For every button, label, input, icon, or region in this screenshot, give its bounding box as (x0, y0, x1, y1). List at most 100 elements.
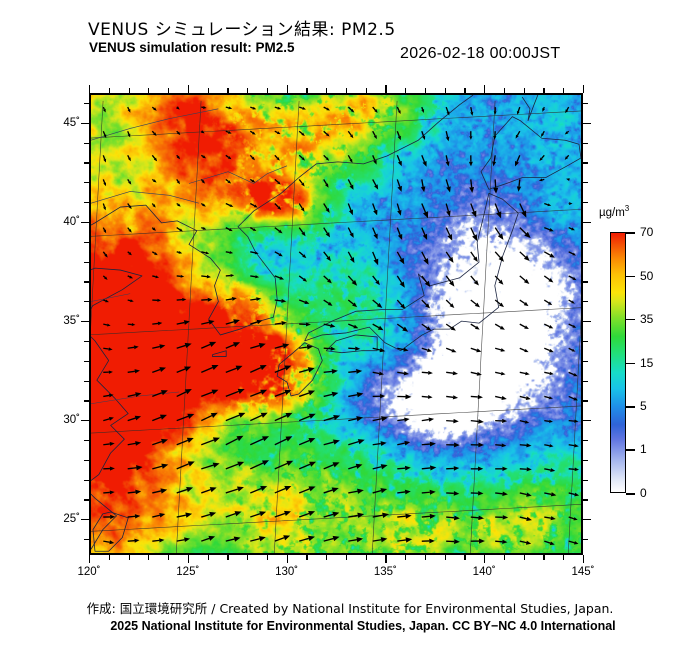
lat-tick-right-39 (583, 241, 588, 243)
lat-tick-right-40 (583, 221, 591, 224)
colorbar-tick-70 (626, 232, 635, 234)
lon-tick-top-132 (326, 88, 328, 93)
colorbar-value-35: 35 (640, 311, 654, 326)
lon-tick-141 (503, 555, 506, 560)
lat-axis-label-30: 30˚ (63, 414, 80, 427)
lon-tick-134 (365, 555, 367, 560)
lon-tick-140 (484, 555, 486, 563)
lat-tick-right-29 (583, 439, 588, 442)
lon-axis-label-140: 140˚ (472, 566, 496, 578)
lat-tick-right-44 (583, 142, 588, 144)
lon-axis-label-130: 130˚ (275, 566, 299, 578)
pm25-concentration-field (91, 95, 581, 553)
title-english: VENUS simulation result: PM2.5 (89, 40, 295, 55)
lat-tick-34 (84, 340, 89, 343)
footer-license-text: 2025 National Institute for Environmenta… (110, 619, 616, 633)
lon-tick-123 (148, 555, 150, 560)
lat-tick-43 (84, 162, 89, 164)
map-plot-area[interactable] (89, 93, 583, 555)
lat-tick-right-31 (583, 400, 588, 402)
lon-tick-top-131 (306, 88, 308, 93)
lat-tick-24 (84, 539, 89, 541)
lat-tick-38 (84, 261, 89, 263)
lat-tick-29 (84, 439, 89, 442)
colorbar-tick-5 (626, 406, 635, 408)
lon-tick-137 (424, 555, 427, 560)
lon-tick-top-136 (405, 88, 407, 93)
lat-axis-label-45: 45˚ (63, 116, 80, 129)
lat-tick-right-35 (583, 321, 591, 323)
lat-tick-right-41 (583, 202, 588, 204)
lat-tick-31 (84, 400, 89, 402)
lat-tick-right-25 (583, 519, 591, 521)
footer-license-line: 2025 National Institute for Environmenta… (0, 619, 700, 633)
lon-tick-top-123 (148, 88, 150, 93)
colorbar-value-15: 15 (640, 355, 654, 370)
lat-tick-33 (84, 360, 89, 362)
colorbar-value-50: 50 (640, 268, 654, 283)
lon-tick-129 (266, 555, 269, 560)
lat-tick-30 (81, 420, 89, 422)
lat-axis-label-25: 25˚ (63, 513, 80, 526)
lon-tick-top-133 (345, 88, 348, 93)
lat-tick-46 (84, 102, 89, 105)
colorbar-value-1: 1 (640, 442, 647, 457)
colorbar-unit-text: µg/m (599, 206, 625, 219)
lat-tick-right-43 (583, 162, 588, 164)
lat-tick-right-27 (583, 479, 588, 481)
lat-tick-right-42 (583, 182, 588, 184)
lon-tick-top-138 (444, 88, 446, 93)
lon-tick-135 (385, 555, 387, 563)
lon-tick-top-120 (89, 85, 91, 93)
lon-tick-128 (247, 555, 249, 560)
lat-tick-36 (84, 301, 89, 303)
lat-tick-right-36 (583, 301, 588, 303)
lon-tick-120 (89, 555, 91, 563)
lat-tick-27 (84, 479, 89, 481)
lon-axis-label-145: 145˚ (571, 566, 595, 578)
colorbar-tick-35 (626, 318, 635, 321)
colorbar-tick-1 (626, 449, 635, 451)
lon-tick-127 (227, 555, 229, 560)
lat-tick-37 (84, 281, 89, 283)
lon-tick-top-121 (108, 88, 110, 93)
lon-tick-130 (286, 555, 288, 563)
lat-tick-right-46 (583, 102, 588, 105)
lon-tick-133 (345, 555, 348, 560)
lon-tick-top-141 (503, 88, 506, 93)
lon-tick-125 (187, 555, 189, 563)
lat-tick-41 (84, 202, 89, 204)
lon-axis-label-135: 135˚ (373, 566, 397, 578)
lon-tick-138 (444, 555, 446, 560)
lat-tick-40 (81, 221, 89, 224)
lon-tick-132 (326, 555, 328, 560)
lon-tick-top-126 (207, 88, 209, 93)
timestamp-label: 2026-02-18 00:00JST (400, 45, 561, 62)
lat-axis-label-35: 35˚ (63, 315, 80, 328)
lat-tick-26 (84, 499, 89, 501)
lat-tick-right-45 (583, 122, 591, 124)
lon-tick-top-142 (523, 88, 525, 93)
lon-tick-top-129 (266, 88, 269, 93)
lat-tick-45 (81, 122, 89, 124)
lon-tick-121 (108, 555, 110, 560)
lon-tick-top-135 (385, 85, 387, 93)
lon-tick-122 (128, 555, 130, 560)
lat-tick-right-26 (583, 499, 588, 501)
colorbar-gradient (610, 232, 626, 493)
colorbar-value-0: 0 (640, 486, 647, 500)
colorbar-container[interactable]: 70 50 35 15 5 1 0 (610, 225, 653, 500)
lon-tick-top-139 (464, 88, 466, 93)
lat-tick-right-33 (583, 360, 588, 362)
lon-tick-143 (543, 555, 545, 560)
lat-tick-right-30 (583, 420, 591, 422)
lon-axis-label-125: 125˚ (176, 566, 200, 578)
lon-axis-label-120: 120˚ (77, 566, 101, 578)
lon-tick-top-125 (187, 85, 189, 93)
lon-tick-top-140 (484, 85, 486, 93)
footer-credit-line: 作成: 国立環境研究所 / Created by National Instit… (86, 601, 614, 616)
lat-tick-right-28 (583, 459, 588, 461)
lon-tick-top-127 (227, 88, 229, 93)
lat-tick-28 (84, 459, 89, 461)
lon-tick-top-137 (424, 88, 427, 93)
